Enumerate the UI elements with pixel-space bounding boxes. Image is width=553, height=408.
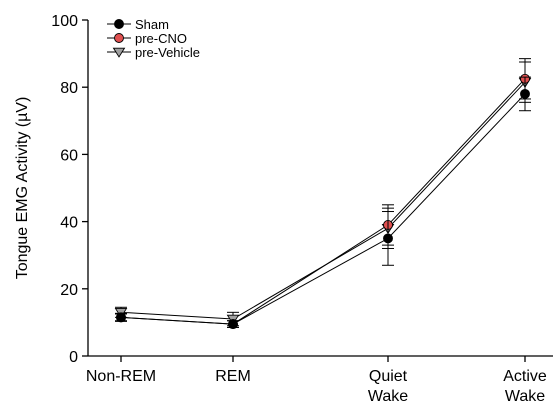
axes: 0 20 40 60 80 100 Non-REM REM Quiet Wake Active Wak… (51, 13, 553, 405)
data-point (383, 233, 393, 244)
y-tick-label: 20 (60, 282, 78, 299)
x-tick-label-line2: Wake (368, 388, 408, 405)
y-axis-title: Tongue EMG Activity (µV) (14, 97, 31, 280)
legend-label: Sham (135, 17, 169, 32)
series-sham (115, 76, 531, 330)
x-tick-label-line2: Wake (505, 388, 545, 405)
data-point (116, 312, 126, 323)
series-line (120, 78, 526, 325)
legend-marker (114, 33, 124, 43)
legend-entry: pre-CNO (107, 31, 187, 46)
y-tick-label: 60 (60, 147, 78, 164)
data-point (228, 319, 238, 330)
x-tick-label: Non-REM (86, 368, 156, 385)
data-point (520, 88, 530, 99)
y-tick-label: 100 (51, 13, 78, 30)
legend-marker (114, 19, 124, 29)
x-tick-label: Active (503, 368, 547, 385)
series-layer (114, 58, 532, 330)
series-pre-vehicle (114, 61, 532, 327)
series-line (120, 93, 526, 325)
y-tick-label: 80 (60, 80, 78, 97)
x-tick-label: Quiet (369, 368, 408, 385)
legend-entry: pre-Vehicle (107, 45, 200, 60)
legend-label: pre-CNO (135, 31, 187, 46)
legend-label: pre-Vehicle (135, 45, 200, 60)
y-tick-label: 0 (69, 349, 78, 366)
x-tick-label: REM (215, 368, 251, 385)
legend-entry: Sham (107, 17, 169, 32)
series-line (120, 81, 526, 320)
legend-marker (112, 47, 126, 58)
y-tick-label: 40 (60, 215, 78, 232)
series-pre-cno (115, 58, 531, 330)
